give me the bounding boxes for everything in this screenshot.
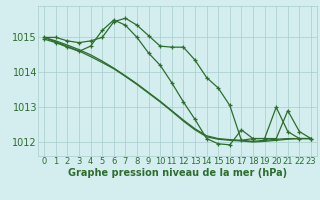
- X-axis label: Graphe pression niveau de la mer (hPa): Graphe pression niveau de la mer (hPa): [68, 168, 287, 178]
